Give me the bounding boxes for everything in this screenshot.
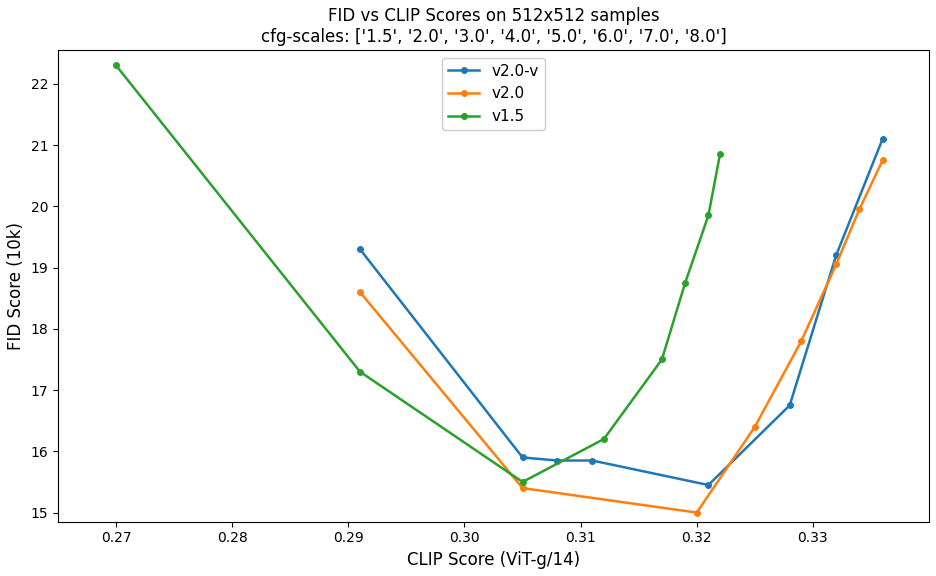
v2.0-v bbox=[587, 457, 598, 464]
v2.0 bbox=[749, 423, 760, 430]
v2.0 bbox=[691, 509, 702, 516]
v1.5 bbox=[598, 435, 609, 442]
Line: v2.0-v: v2.0-v bbox=[358, 136, 885, 488]
v2.0 bbox=[877, 157, 888, 164]
Line: v2.0: v2.0 bbox=[358, 158, 885, 516]
v2.0-v bbox=[830, 252, 841, 259]
v2.0 bbox=[355, 289, 366, 295]
v1.5 bbox=[517, 479, 528, 486]
v1.5 bbox=[714, 151, 725, 158]
Line: v1.5: v1.5 bbox=[113, 63, 723, 485]
v2.0 bbox=[517, 484, 528, 491]
Y-axis label: FID Score (10k): FID Score (10k) bbox=[7, 222, 25, 350]
v2.0-v bbox=[784, 402, 796, 409]
v2.0-v bbox=[552, 457, 563, 464]
Legend: v2.0-v, v2.0, v1.5: v2.0-v, v2.0, v1.5 bbox=[443, 58, 545, 130]
v1.5 bbox=[680, 279, 691, 286]
v1.5 bbox=[703, 212, 714, 219]
v2.0-v bbox=[703, 482, 714, 488]
v2.0-v bbox=[517, 454, 528, 461]
Title: FID vs CLIP Scores on 512x512 samples
cfg-scales: ['1.5', '2.0', '3.0', '4.0', ': FID vs CLIP Scores on 512x512 samples cf… bbox=[260, 7, 726, 46]
v2.0 bbox=[854, 206, 865, 213]
v1.5 bbox=[110, 62, 122, 69]
v1.5 bbox=[656, 356, 667, 363]
v2.0 bbox=[796, 338, 807, 344]
X-axis label: CLIP Score (ViT-g/14): CLIP Score (ViT-g/14) bbox=[407, 551, 580, 569]
v2.0-v bbox=[355, 246, 366, 253]
v2.0 bbox=[830, 261, 841, 268]
v2.0-v bbox=[877, 135, 888, 142]
v1.5 bbox=[355, 368, 366, 375]
